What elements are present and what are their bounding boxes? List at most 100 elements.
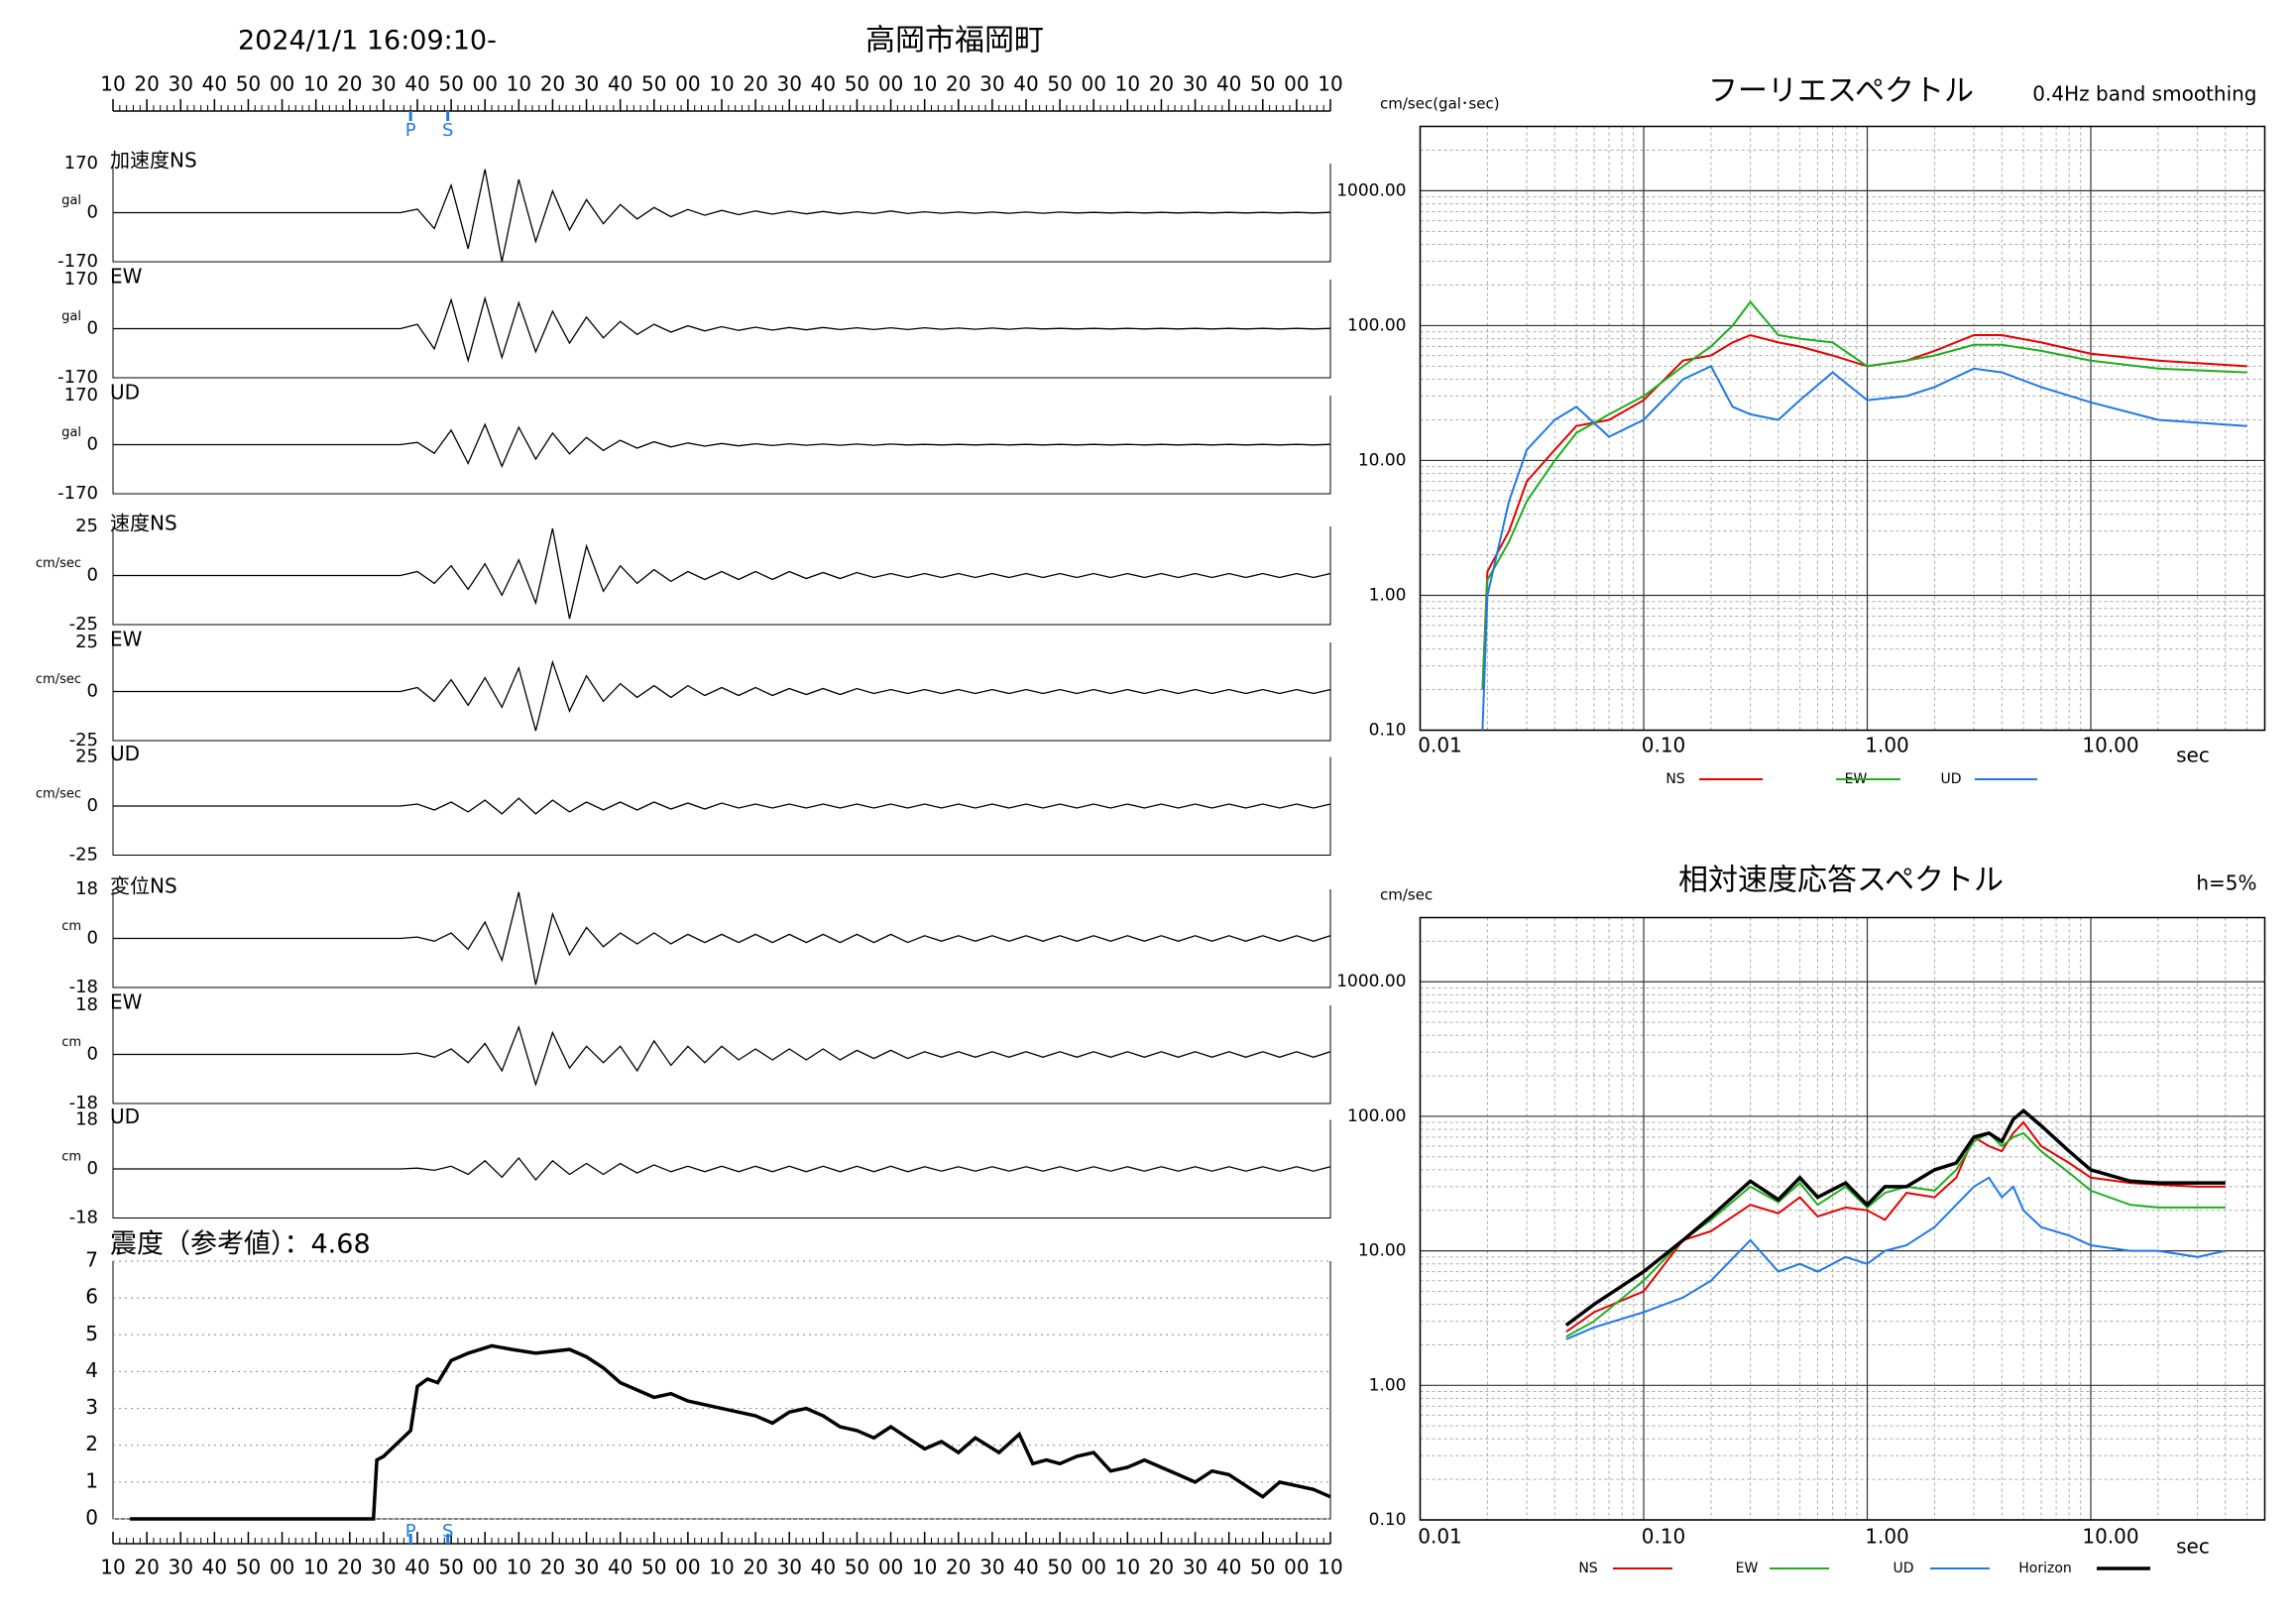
y-tick-label: 2: [85, 1432, 98, 1455]
y-tick-label: -170: [57, 251, 98, 272]
time-tick-label: 30: [371, 1556, 396, 1579]
time-tick-label: 20: [946, 1556, 971, 1579]
y-tick-label: 10.00: [1358, 450, 1407, 470]
time-tick-label: 20: [134, 72, 159, 96]
x-tick-label: 1.00: [1865, 734, 1909, 757]
time-tick-label: 00: [270, 72, 294, 96]
time-tick-label: 40: [404, 1556, 429, 1579]
legend-label: Horizon: [2018, 1561, 2072, 1576]
time-tick-label: 50: [1250, 1556, 1275, 1579]
time-tick-label: 00: [878, 1556, 903, 1579]
y-tick-label: 25: [75, 632, 98, 652]
time-tick-label: 00: [472, 1556, 497, 1579]
x-axis-label: sec: [2176, 1535, 2210, 1559]
unit-label: gal: [61, 425, 81, 440]
time-tick-label: 20: [337, 1556, 362, 1579]
time-tick-label: 20: [134, 1556, 159, 1579]
time-tick-label: 40: [202, 1556, 227, 1579]
legend-label: NS: [1665, 771, 1684, 787]
y-tick-label: 7: [85, 1248, 98, 1272]
time-tick-label: 50: [1047, 72, 1072, 96]
legend-label: EW: [1736, 1561, 1759, 1576]
panel-label: UD: [110, 381, 140, 405]
panel-label: 速度NS: [110, 512, 177, 535]
time-tick-label: 50: [845, 72, 869, 96]
unit-label: cm: [61, 1035, 81, 1050]
time-tick-label: 40: [811, 1556, 836, 1579]
time-tick-label: 30: [776, 1556, 801, 1579]
time-tick-label: 20: [1149, 1556, 1174, 1579]
location-title: 高岡市福岡町: [865, 24, 1044, 58]
time-tick-label: 10: [709, 72, 734, 96]
time-tick-label: 50: [236, 1556, 261, 1579]
time-tick-label: 30: [1183, 72, 1207, 96]
x-tick-label: 0.10: [1642, 1525, 1686, 1549]
y-axis-label: cm/sec: [1380, 886, 1433, 904]
y-tick-label: 170: [64, 153, 98, 174]
y-tick-label: 0: [87, 318, 98, 339]
y-tick-label: 0: [87, 928, 98, 949]
time-tick-label: 20: [743, 1556, 767, 1579]
y-tick-label: 0: [85, 1506, 98, 1530]
y-tick-label: 3: [85, 1395, 98, 1419]
time-tick-label: 10: [1115, 1556, 1140, 1579]
panel-frame: [112, 1261, 1331, 1520]
legend-label: UD: [1940, 771, 1961, 787]
x-tick-label: 0.01: [1418, 1525, 1462, 1549]
y-tick-label: -25: [69, 730, 98, 751]
chart-subtitle: 0.4Hz band smoothing: [2032, 82, 2256, 106]
panel-label: 変位NS: [110, 874, 177, 898]
y-tick-label: 0: [87, 1158, 98, 1179]
time-tick-label: 10: [303, 72, 328, 96]
time-tick-label: 30: [574, 1556, 599, 1579]
unit-label: cm/sec: [36, 556, 81, 571]
y-tick-label: 100.00: [1347, 315, 1406, 335]
y-tick-label: -18: [69, 1208, 98, 1228]
x-tick-label: 0.01: [1418, 734, 1462, 757]
y-tick-label: 4: [85, 1358, 98, 1382]
legend-label: NS: [1578, 1561, 1597, 1576]
spectrum-line: [1565, 1120, 2226, 1333]
time-tick-label: 30: [979, 72, 1004, 96]
spectrum-line: [1565, 1131, 2226, 1338]
y-tick-label: 0: [87, 1044, 98, 1065]
y-tick-label: 170: [64, 269, 98, 290]
time-tick-label: 00: [1284, 1556, 1309, 1579]
y-tick-label: 6: [85, 1285, 98, 1309]
y-tick-label: -170: [57, 367, 98, 388]
time-tick-label: 20: [1149, 72, 1174, 96]
phase-label: P: [405, 120, 416, 141]
x-tick-label: 1.00: [1865, 1525, 1909, 1549]
time-tick-label: 50: [641, 72, 666, 96]
time-tick-label: 50: [1047, 1556, 1072, 1579]
phase-label: P: [405, 1521, 416, 1542]
waveform-trace: [113, 891, 1331, 985]
intensity-line: [130, 1343, 1331, 1521]
waveform-trace: [113, 1024, 1331, 1087]
time-tick-label: 40: [404, 72, 429, 96]
x-tick-label: 0.10: [1642, 734, 1686, 757]
time-tick-label: 00: [270, 1556, 294, 1579]
time-tick-label: 30: [574, 72, 599, 96]
spectrum-line: [1564, 1108, 2226, 1328]
intensity-title: 震度（参考値）：4.68: [110, 1229, 371, 1260]
phase-label: S: [442, 120, 453, 141]
chart-title: フーリエスペクトル: [1708, 74, 1974, 109]
x-axis-label: sec: [2176, 744, 2210, 767]
time-tick-label: 00: [1081, 72, 1105, 96]
time-tick-label: 40: [1013, 1556, 1038, 1579]
time-tick-label: 00: [1284, 72, 1309, 96]
time-tick-label: 10: [1318, 72, 1342, 96]
y-tick-label: 0.10: [1369, 1510, 1407, 1530]
y-tick-label: -25: [69, 845, 98, 866]
y-axis-label: cm/sec(gal･sec): [1380, 95, 1500, 113]
chart-subtitle: h=5%: [2196, 871, 2256, 895]
time-tick-label: 50: [438, 72, 463, 96]
x-tick-label: 10.00: [2082, 734, 2138, 757]
time-tick-label: 20: [540, 72, 565, 96]
panel-label: EW: [110, 628, 143, 651]
time-tick-label: 10: [912, 1556, 937, 1579]
time-tick-label: 20: [743, 72, 767, 96]
